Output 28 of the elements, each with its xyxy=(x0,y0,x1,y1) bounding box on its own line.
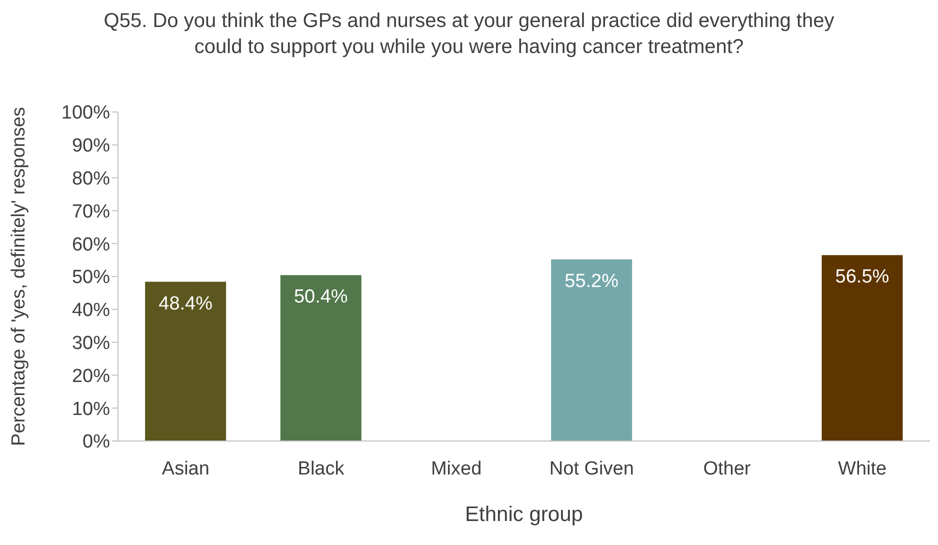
x-tick-label: Other xyxy=(703,458,752,480)
y-tick-label: 80% xyxy=(72,168,110,190)
data-label: 48.4% xyxy=(158,293,213,314)
y-tick-label: 60% xyxy=(72,234,110,256)
y-tick-label: 50% xyxy=(72,267,110,288)
y-tick-label: 70% xyxy=(72,201,110,222)
x-tick-label: Asian xyxy=(162,458,210,480)
data-label: 50.4% xyxy=(294,286,348,308)
data-label: 56.5% xyxy=(835,266,890,288)
chart-title: Q55. Do you think the GPs and nurses at your general practice did everything they could to support you while you were having cancer treatment? xyxy=(102,9,836,60)
y-tick-label: 40% xyxy=(72,300,110,322)
y-tick-label: 10% xyxy=(72,398,110,420)
bar xyxy=(551,259,632,441)
bar xyxy=(145,282,226,441)
y-tick-label: 30% xyxy=(72,333,110,354)
x-tick-label: Not Given xyxy=(549,458,634,480)
x-tick-label: Mixed xyxy=(430,458,482,480)
x-tick-label: Black xyxy=(298,458,345,480)
x-axis-title: Ethnic group xyxy=(465,503,583,526)
x-tick-label: White xyxy=(838,458,887,480)
bar xyxy=(280,275,362,441)
y-tick-label: 90% xyxy=(72,136,110,157)
y-axis-title: Percentage of 'yes, definitely' responses xyxy=(8,107,30,446)
bar xyxy=(822,255,903,441)
data-label: 55.2% xyxy=(564,270,619,292)
y-tick-label: 20% xyxy=(72,366,110,387)
y-tick-label: 0% xyxy=(82,432,110,453)
y-tick-label: 100% xyxy=(61,102,110,124)
